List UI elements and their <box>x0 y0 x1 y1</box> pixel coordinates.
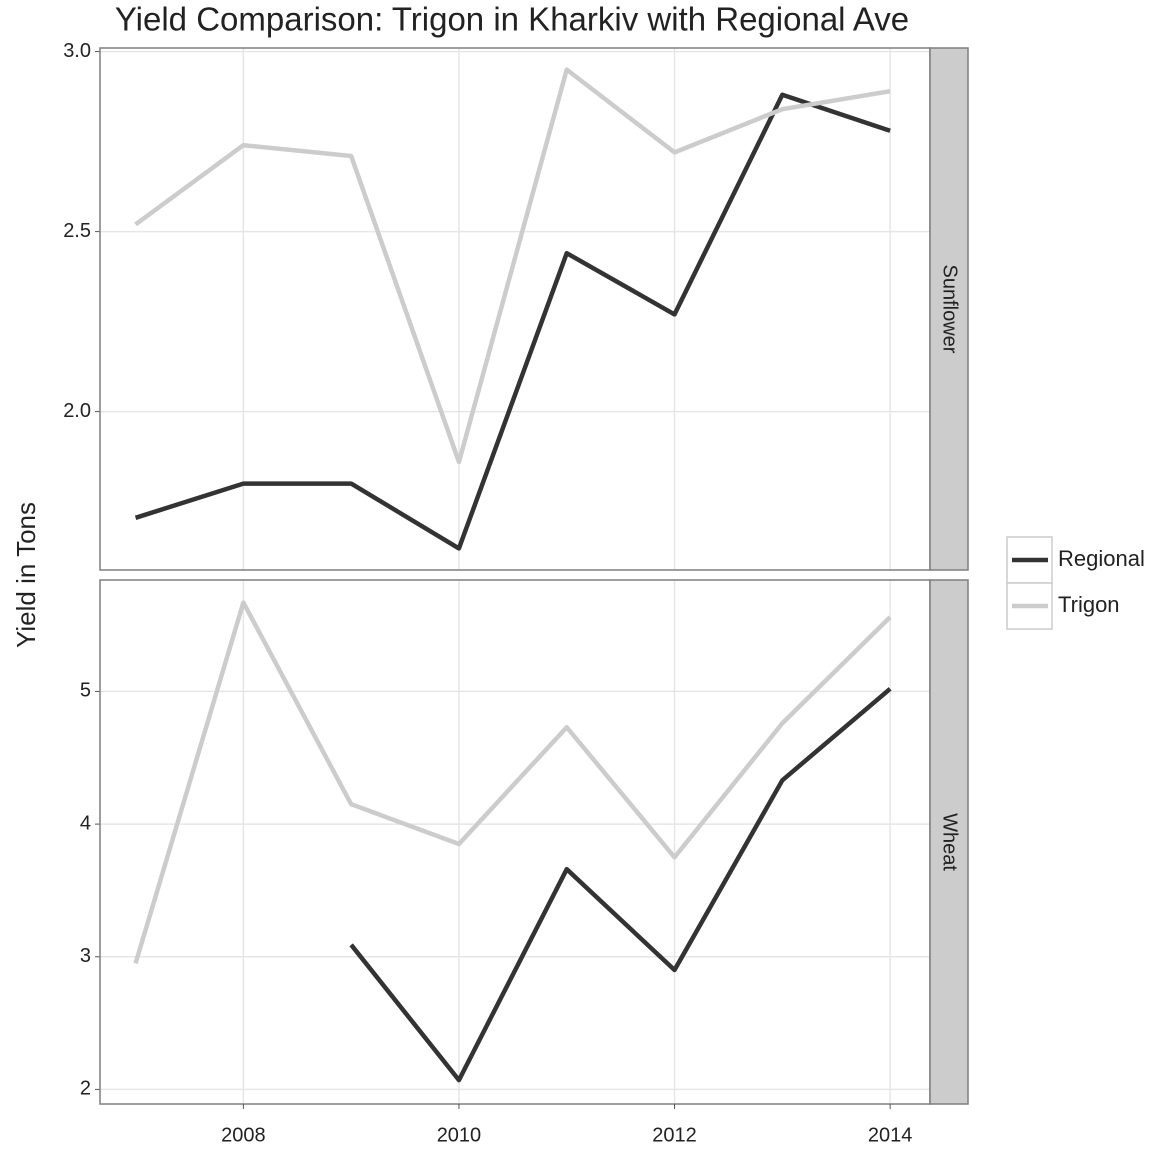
facet-label: Wheat <box>939 813 961 871</box>
x-tick-label: 2014 <box>868 1124 913 1146</box>
panel-background <box>100 580 930 1104</box>
y-tick-label: 4 <box>80 812 91 834</box>
data-line <box>349 687 892 1083</box>
y-tick-label: 2.5 <box>63 220 91 242</box>
data-line <box>134 92 891 551</box>
x-tick-label: 2008 <box>221 1124 266 1146</box>
chart-title: Yield Comparison: Trigon in Kharkiv with… <box>115 1 909 38</box>
legend-label: Trigon <box>1058 592 1120 617</box>
y-axis-label: Yield in Tons <box>11 502 41 648</box>
facet-strip <box>929 579 969 1105</box>
data-line <box>133 600 892 965</box>
y-tick-label: 3 <box>80 945 91 967</box>
x-tick-label: 2010 <box>437 1124 482 1146</box>
y-tick-label: 5 <box>80 680 91 702</box>
legend-label: Regional <box>1058 546 1145 571</box>
y-tick-label: 3.0 <box>63 40 91 62</box>
y-tick-label: 2.0 <box>63 400 91 422</box>
facet-label: Sunflower <box>939 265 961 354</box>
x-tick-label: 2012 <box>652 1124 697 1146</box>
data-line <box>134 67 891 465</box>
y-tick-label: 2 <box>80 1078 91 1100</box>
facet-strip <box>929 47 969 571</box>
